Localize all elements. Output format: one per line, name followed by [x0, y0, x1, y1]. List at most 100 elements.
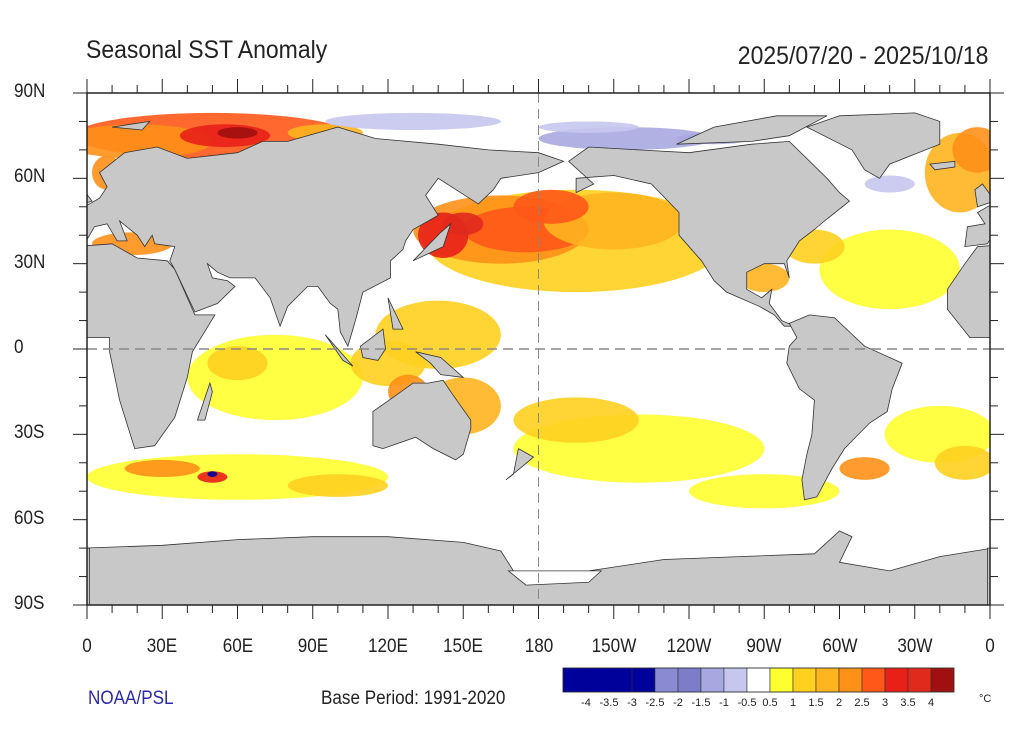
- sst-anomaly-region: [538, 121, 639, 133]
- land-australia: [372, 379, 472, 461]
- sst-anomaly-region: [325, 112, 501, 130]
- colorbar-box: [654, 667, 679, 693]
- colorbar-label: 2: [835, 697, 843, 709]
- y-tick-label: 90S: [14, 593, 45, 614]
- x-tick-label: 120E: [368, 636, 408, 657]
- colorbar-box: [907, 667, 932, 693]
- colorbar-box: [631, 667, 656, 693]
- land-antarctica: [987, 547, 990, 605]
- colorbar-label: 4: [927, 697, 935, 709]
- x-tick-label: 150W: [591, 636, 637, 657]
- sst-anomaly-region: [513, 397, 639, 443]
- x-tick-label: 60W: [821, 636, 858, 657]
- ross-ice-shelf: [507, 570, 603, 586]
- land-africa: [947, 245, 990, 338]
- colorbar-label: -3.5: [599, 697, 619, 709]
- land-africa: [87, 243, 216, 450]
- land-eurasia: [87, 126, 565, 348]
- sst-anomaly-region: [443, 212, 484, 236]
- sst-anomaly-region: [934, 445, 990, 480]
- sst-anomaly-region: [207, 471, 218, 477]
- colorbar-label: -3: [627, 697, 637, 709]
- y-tick-label: 30N: [14, 251, 46, 273]
- y-tick-label: 90N: [14, 81, 46, 102]
- colorbar-box: [769, 667, 794, 693]
- colorbar-box: [838, 667, 863, 693]
- land-new-zealand: [505, 447, 535, 481]
- x-tick-label: 90E: [297, 636, 328, 657]
- sst-anomaly-region: [952, 127, 990, 173]
- land-new-guinea: [415, 351, 465, 378]
- colorbar-box: [861, 667, 886, 693]
- x-tick-label: 90W: [746, 636, 782, 657]
- colorbar-box: [562, 667, 587, 693]
- credit-label: NOAA/PSL: [88, 688, 174, 709]
- colorbar-label: 1: [789, 697, 797, 709]
- land-north-america: [567, 140, 851, 327]
- colorbar-frame: [562, 667, 955, 693]
- colorbar-box: [815, 667, 840, 693]
- x-tick-label: 30W: [897, 636, 933, 657]
- colorbar-box: [677, 667, 702, 693]
- colorbar-units: °C: [979, 693, 992, 705]
- x-tick-label: 30E: [147, 636, 178, 657]
- colorbar-box: [700, 667, 725, 693]
- colorbar-label: 0.5: [762, 697, 778, 709]
- colorbar-box: [608, 667, 633, 693]
- colorbar-label: -4: [581, 697, 591, 709]
- colorbar-label: -2: [673, 697, 683, 709]
- sst-anomaly-region: [217, 127, 258, 139]
- colorbar-box: [884, 667, 909, 693]
- land-arctic-archipelago: [676, 115, 828, 145]
- x-tick-label: 150E: [443, 636, 484, 657]
- land-sumatra: [324, 334, 354, 367]
- sst-anomaly-region: [839, 457, 890, 480]
- colorbar-box: [585, 667, 610, 693]
- base-period-label: Base Period: 1991-2020: [321, 688, 506, 709]
- colorbar-label: 3.5: [900, 697, 916, 709]
- land-svalbard: [112, 120, 151, 131]
- land-eurasia: [964, 204, 990, 248]
- sst-anomaly-region: [538, 127, 715, 150]
- land-britain: [974, 183, 990, 208]
- sst-anomaly-region: [588, 346, 790, 358]
- sst-anomaly-region: [819, 229, 960, 310]
- colorbar-box: [792, 667, 817, 693]
- y-tick-label: 60N: [14, 166, 46, 188]
- colorbar-label: 3: [881, 697, 889, 709]
- land-south-america: [786, 314, 903, 501]
- colorbar-box: [723, 667, 748, 693]
- y-tick-label: 60S: [14, 507, 45, 529]
- colorbar-label: -1.5: [691, 697, 711, 709]
- date-range: 2025/07/20 - 2025/10/18: [737, 42, 988, 70]
- land-madagascar: [196, 381, 213, 421]
- colorbar-label: 1.5: [808, 697, 824, 709]
- colorbar-label: -0.5: [737, 697, 757, 709]
- colorbar-box: [930, 667, 955, 693]
- land-philippines: [387, 297, 404, 330]
- sst-anomaly-region: [87, 124, 213, 159]
- map-title: Seasonal SST Anomaly: [86, 36, 328, 64]
- land-svalbard: [1015, 121, 1024, 130]
- sst-anomaly-region: [513, 189, 589, 224]
- x-tick-label: 0: [985, 636, 995, 657]
- sst-anomaly-region: [207, 346, 268, 381]
- sst-anomaly-region: [864, 175, 915, 193]
- land-britain: [87, 193, 93, 204]
- sst-anomaly-region: [197, 471, 228, 483]
- x-tick-label: 120W: [666, 636, 712, 657]
- y-tick-label: 30S: [14, 422, 45, 444]
- colorbar-box: [746, 667, 771, 693]
- colorbar-label: 2.5: [854, 697, 870, 709]
- land-greenland: [805, 112, 941, 179]
- x-tick-label: 180: [524, 636, 553, 657]
- sst-anomaly-region: [739, 263, 790, 293]
- x-tick-label: 60E: [222, 636, 253, 657]
- x-tick-label: 0: [82, 636, 92, 657]
- sst-anomaly-region: [124, 459, 200, 477]
- land-antarctica: [87, 530, 990, 605]
- colorbar-label: -1: [719, 697, 729, 709]
- y-tick-label: 0: [14, 337, 24, 358]
- sst-anomaly-region: [287, 474, 389, 497]
